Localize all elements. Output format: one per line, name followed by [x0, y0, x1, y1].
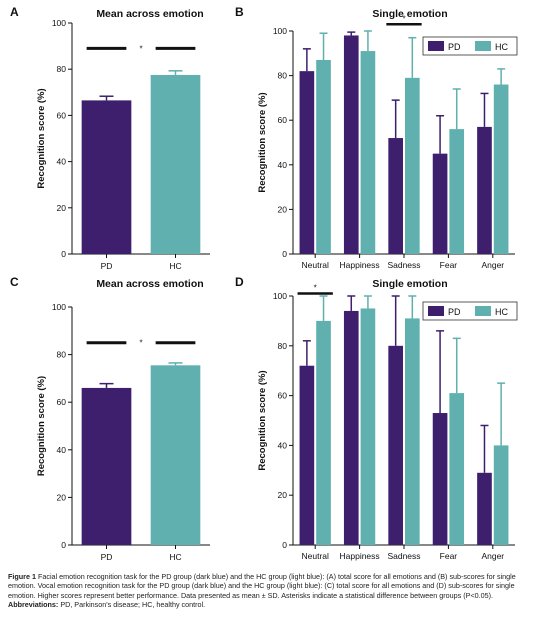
- panel-d-legend-label-hc: HC: [495, 307, 508, 317]
- panel-a-y-tick-label: 80: [57, 64, 67, 74]
- panel-a-y-tick-label: 40: [57, 157, 67, 167]
- panel-a-y-tick-label: 20: [57, 203, 67, 213]
- panel-b-y-tick-label: 40: [278, 160, 288, 170]
- panel-b-bar-pd-happiness: [343, 35, 359, 255]
- panel-d-y-tick-label: 20: [278, 490, 288, 500]
- panel-d-legend-swatch-pd: [428, 306, 444, 316]
- panel-a-x-tick-label: HC: [169, 261, 181, 271]
- panel-d-y-tick-label: 0: [282, 540, 287, 550]
- panel-a-y-tick-label: 100: [52, 18, 66, 28]
- panel-b-letter: B: [235, 5, 244, 19]
- panel-d-bar-pd-anger: [477, 472, 492, 545]
- panel-c-x-tick-label: PD: [101, 552, 113, 562]
- panel-d-x-tick-label: Happiness: [340, 551, 380, 561]
- panel-b-y-tick-label: 80: [278, 71, 288, 81]
- panel-a-x-tick-label: PD: [101, 261, 113, 271]
- panel-d-x-tick-label: Fear: [440, 551, 458, 561]
- panel-d-x-tick-label: Anger: [481, 551, 504, 561]
- panel-d-legend-label-pd: PD: [448, 307, 461, 317]
- panel-d-y-tick-label: 40: [278, 440, 288, 450]
- panel-d-legend-box: [422, 301, 518, 321]
- panel-b-legend-box: [422, 36, 518, 56]
- panel-b-bar-hc-neutral: [316, 59, 331, 254]
- panel-c-y-axis-label: Recognition score (%): [36, 376, 47, 476]
- panel-b-bar-hc-sadness: [405, 77, 420, 254]
- panel-a-y-tick-label: 0: [61, 249, 66, 259]
- panel-b-y-tick-label: 100: [273, 26, 287, 36]
- panel-b-bar-pd-anger: [477, 126, 492, 254]
- panel-c-y-tick-label: 40: [57, 445, 67, 455]
- panel-d-bar-pd-neutral: [299, 365, 315, 545]
- panel-b-bar-pd-neutral: [299, 71, 315, 254]
- panel-a-letter: A: [10, 5, 19, 19]
- panel-b-bar-hc-happiness: [360, 51, 376, 254]
- panel-b-significance-star: *: [402, 14, 405, 23]
- panel-b-legend-label-hc: HC: [495, 42, 508, 52]
- panel-a-y-axis-label: Recognition score (%): [36, 88, 47, 188]
- panel-d-title: Single emotion: [372, 278, 447, 290]
- panel-a-bar-hc: [150, 74, 201, 254]
- panel-c-y-tick-label: 20: [57, 492, 67, 502]
- panel-b-x-tick-label: Neutral: [301, 260, 329, 270]
- panel-d-letter: D: [235, 275, 244, 289]
- panel-c-y-tick-label: 0: [61, 540, 66, 550]
- panel-c-x-tick-label: HC: [169, 552, 181, 562]
- panel-d-bar-hc-fear: [449, 393, 465, 545]
- panel-d-bar-pd-sadness: [388, 345, 403, 545]
- panel-b-bar-pd-sadness: [388, 138, 403, 254]
- panel-a-y-tick-label: 60: [57, 110, 67, 120]
- panel-d-y-axis-label: Recognition score (%): [257, 370, 268, 470]
- panel-d-bar-pd-happiness: [343, 310, 359, 545]
- panel-a-significance-star: *: [139, 44, 142, 53]
- panel-d-bar-hc-sadness: [405, 318, 420, 545]
- panel-b-y-tick-label: 20: [278, 204, 288, 214]
- caption-figure-label: Figure 1: [8, 572, 36, 581]
- panel-c-y-tick-label: 60: [57, 397, 67, 407]
- panel-b-y-axis-label: Recognition score (%): [257, 92, 268, 192]
- panel-b-bar-hc-fear: [449, 129, 465, 254]
- panel-c-letter: C: [10, 275, 19, 289]
- figure: A Mean across emotion 0 20 40 60 80 100 Recognit…: [10, 5, 518, 562]
- panel-b-title: Single emotion: [372, 8, 447, 20]
- figure-caption: Figure 1 Facial emotion recognition task…: [8, 572, 536, 610]
- panel-b-legend-label-pd: PD: [448, 42, 461, 52]
- panel-b-x-tick-label: Sadness: [387, 260, 420, 270]
- panel-d-x-tick-label: Sadness: [387, 551, 420, 561]
- panel-c-bar-pd: [81, 387, 132, 545]
- panel-a-title: Mean across emotion: [96, 8, 203, 20]
- panel-b-legend-swatch-hc: [475, 41, 491, 51]
- caption-abbreviations-label: Abbreviations:: [8, 600, 59, 610]
- panel-d-bar-pd-fear: [432, 413, 448, 545]
- panel-d-bar-hc-neutral: [316, 320, 331, 545]
- panel-b-bar-pd-fear: [432, 153, 448, 254]
- panel-d-y-tick-label: 60: [278, 391, 288, 401]
- panel-d-bar-hc-anger: [493, 445, 509, 545]
- panel-d-y-tick-label: 80: [278, 341, 288, 351]
- panel-b-legend-swatch-pd: [428, 41, 444, 51]
- caption-abbreviations-text: PD, Parkinson's disease; HC, healthy con…: [60, 600, 206, 610]
- panel-d-y-tick-label: 100: [273, 291, 287, 301]
- panel-d-legend-swatch-hc: [475, 306, 491, 316]
- panel-d-bar-hc-happiness: [360, 308, 376, 545]
- panel-b-bar-hc-anger: [493, 84, 509, 255]
- panel-a-bar-pd: [81, 100, 132, 254]
- panel-b-y-tick-label: 0: [282, 249, 287, 259]
- panel-c-title: Mean across emotion: [96, 278, 203, 290]
- panel-c-y-tick-label: 100: [52, 302, 66, 312]
- panel-b-x-tick-label: Happiness: [340, 260, 380, 270]
- panel-d-x-tick-label: Neutral: [301, 551, 329, 561]
- panel-c-significance-star: *: [139, 339, 142, 348]
- panel-b-x-tick-label: Fear: [440, 260, 458, 270]
- panel-b-y-tick-label: 60: [278, 115, 288, 125]
- panel-b-x-tick-label: Anger: [481, 260, 504, 270]
- panel-c-y-tick-label: 80: [57, 350, 67, 360]
- panel-d-significance-star: *: [314, 284, 317, 293]
- caption-text: Facial emotion recognition task for the …: [8, 572, 516, 600]
- panel-c-bar-hc: [150, 365, 201, 545]
